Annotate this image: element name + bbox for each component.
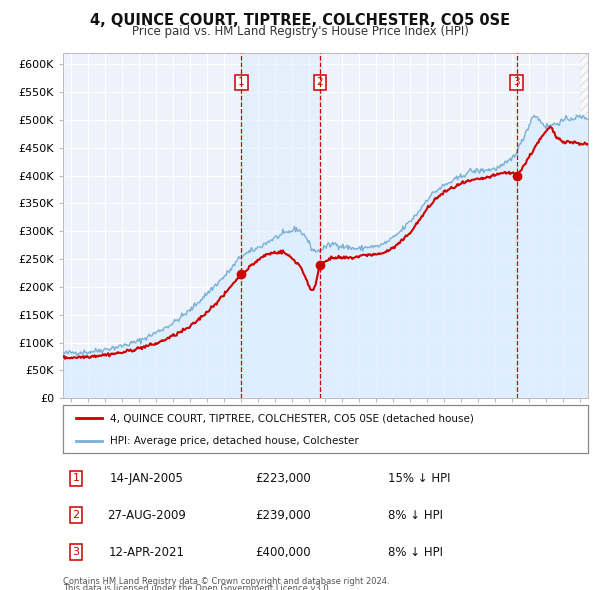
Text: 3: 3 xyxy=(513,77,520,87)
Text: 14-JAN-2005: 14-JAN-2005 xyxy=(110,472,184,485)
Text: 27-AUG-2009: 27-AUG-2009 xyxy=(107,509,187,522)
Text: Contains HM Land Registry data © Crown copyright and database right 2024.: Contains HM Land Registry data © Crown c… xyxy=(63,577,389,586)
Text: £239,000: £239,000 xyxy=(256,509,311,522)
Text: 12-APR-2021: 12-APR-2021 xyxy=(109,546,185,559)
Text: 1: 1 xyxy=(238,77,245,87)
Text: 15% ↓ HPI: 15% ↓ HPI xyxy=(389,472,451,485)
Bar xyxy=(241,53,320,398)
Text: HPI: Average price, detached house, Colchester: HPI: Average price, detached house, Colc… xyxy=(110,436,359,446)
Text: 3: 3 xyxy=(73,548,80,557)
Text: 2: 2 xyxy=(73,510,80,520)
Text: This data is licensed under the Open Government Licence v3.0.: This data is licensed under the Open Gov… xyxy=(63,584,331,590)
Text: 8% ↓ HPI: 8% ↓ HPI xyxy=(389,546,443,559)
Text: 4, QUINCE COURT, TIPTREE, COLCHESTER, CO5 0SE (detached house): 4, QUINCE COURT, TIPTREE, COLCHESTER, CO… xyxy=(110,413,474,423)
Text: 1: 1 xyxy=(73,474,80,483)
Text: 4, QUINCE COURT, TIPTREE, COLCHESTER, CO5 0SE: 4, QUINCE COURT, TIPTREE, COLCHESTER, CO… xyxy=(90,13,510,28)
Text: 2: 2 xyxy=(316,77,323,87)
Text: Price paid vs. HM Land Registry's House Price Index (HPI): Price paid vs. HM Land Registry's House … xyxy=(131,25,469,38)
Text: £400,000: £400,000 xyxy=(256,546,311,559)
Text: 8% ↓ HPI: 8% ↓ HPI xyxy=(389,509,443,522)
Text: £223,000: £223,000 xyxy=(256,472,311,485)
